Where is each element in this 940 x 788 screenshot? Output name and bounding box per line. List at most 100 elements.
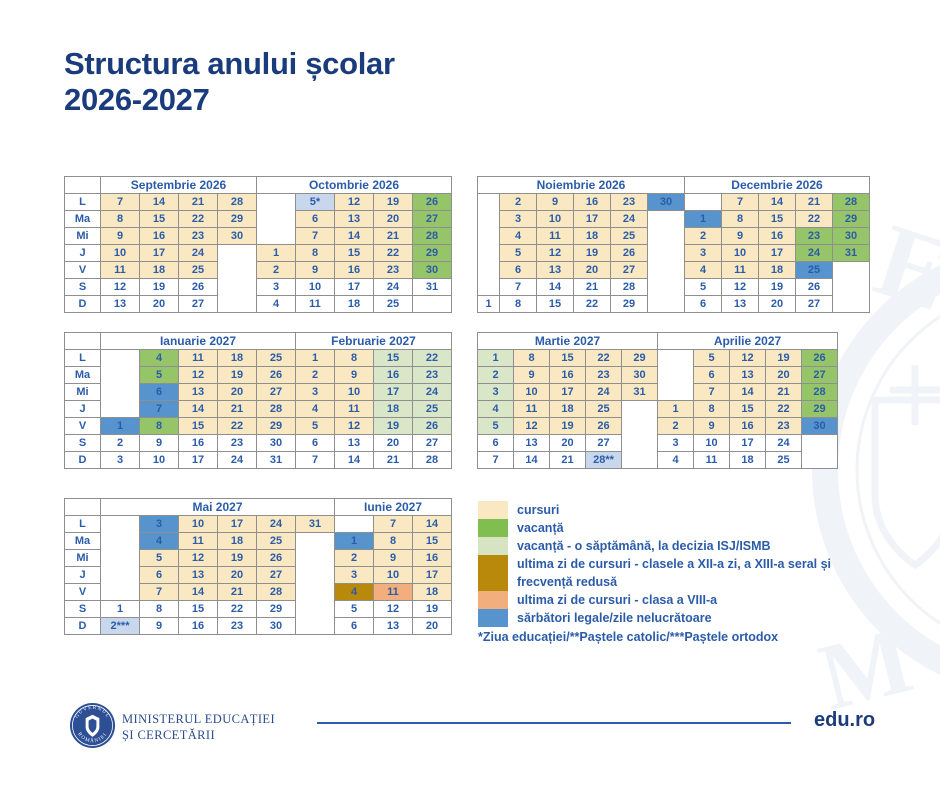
calendar-cell: 16: [178, 617, 218, 635]
calendar-cell: 1: [295, 349, 335, 367]
calendar-cell: 17: [412, 566, 452, 584]
legend-item: sărbători legale/zile nelucrătoare: [478, 609, 918, 627]
calendar-cell: 16: [412, 549, 452, 567]
calendar-cell: 22: [765, 400, 802, 418]
empty-cell: [621, 434, 658, 452]
empty-cell: [100, 583, 140, 601]
day-label: S: [64, 600, 101, 618]
calendar-cell: 3: [684, 244, 722, 262]
day-label: J: [64, 566, 101, 584]
calendar-cell: 12: [729, 349, 766, 367]
calendar-cell: 14: [412, 515, 452, 533]
empty-cell: [832, 295, 870, 313]
calendar-cell: 19: [573, 244, 611, 262]
calendar-cell: 25: [178, 261, 218, 279]
calendar-cell: 17: [758, 244, 796, 262]
calendar-cell: 8: [100, 210, 140, 228]
calendar-cell: 18: [758, 261, 796, 279]
calendar-cell: 30: [256, 434, 296, 452]
calendar-cell: 18: [373, 400, 413, 418]
calendar-cell: 21: [795, 193, 833, 211]
calendar-cell: 20: [412, 617, 452, 635]
calendar-cell: 16: [573, 193, 611, 211]
edu-ro-link[interactable]: edu.ro: [814, 709, 876, 731]
calendar-cell: 10: [334, 383, 374, 401]
calendar-cell: 12: [721, 278, 759, 296]
calendar-cell: 10: [178, 515, 218, 533]
calendar-cell: 3: [499, 210, 537, 228]
calendar-cell: 7: [100, 193, 140, 211]
calendar-cell: 25: [765, 451, 802, 469]
calendar-cell: 28**: [585, 451, 622, 469]
empty-cell: [477, 244, 500, 262]
calendar-cell: 17: [373, 383, 413, 401]
calendar-cell: 13: [178, 566, 218, 584]
legend-color-swatch: [478, 501, 508, 519]
calendar-cell: 4: [295, 400, 335, 418]
calendar-cell: 13: [513, 434, 550, 452]
calendar-cell: 9: [693, 417, 730, 435]
calendar-cell: 16: [178, 434, 218, 452]
calendar-cell: 6: [499, 261, 537, 279]
calendar-cell: 24: [585, 383, 622, 401]
calendar-cell: 7: [373, 515, 413, 533]
legend-item: vacanță: [478, 519, 918, 537]
calendar-cell: 12: [178, 366, 218, 384]
calendar-cell: 28: [801, 383, 838, 401]
legend-color-swatch: [478, 591, 508, 609]
calendar-cell: 11: [334, 400, 374, 418]
calendar-cell: 21: [217, 400, 257, 418]
corner-cell: [64, 332, 101, 350]
calendar-cell: 6: [295, 434, 335, 452]
empty-cell: [657, 349, 694, 367]
empty-cell: [647, 278, 685, 296]
legend-label: cursuri: [517, 503, 560, 517]
month-title: Iunie 2027: [334, 498, 452, 516]
calendar-cell: 12: [334, 417, 374, 435]
calendar-cell: 18: [412, 583, 452, 601]
calendar-cell: 22: [373, 244, 413, 262]
empty-cell: [477, 193, 500, 211]
calendar-cell: 29: [256, 600, 296, 618]
empty-cell: [621, 451, 658, 469]
calendar-cell: 7: [295, 451, 335, 469]
calendar-cell: 20: [549, 434, 586, 452]
calendar-cell: 1: [684, 210, 722, 228]
month-title: Mai 2027: [100, 498, 335, 516]
calendar-cell: 22: [412, 349, 452, 367]
calendar-cell: 19: [217, 549, 257, 567]
calendar-cell: 6: [684, 295, 722, 313]
empty-cell: [256, 193, 296, 211]
calendar-cell: 26: [256, 549, 296, 567]
calendar-cell: 7: [295, 227, 335, 245]
day-label: S: [64, 434, 101, 452]
calendar-cell: 22: [585, 349, 622, 367]
calendar-cell: 12: [513, 417, 550, 435]
calendar-cell: 21: [765, 383, 802, 401]
calendar-cell: 10: [721, 244, 759, 262]
calendar-cell: 18: [217, 349, 257, 367]
svg-text:E: E: [863, 201, 940, 334]
calendar-cell: 18: [334, 295, 374, 313]
calendar-cell: 11: [178, 349, 218, 367]
calendar-cell: 1: [100, 417, 140, 435]
calendar-cell: 30: [801, 417, 838, 435]
calendar-cell: 5: [693, 349, 730, 367]
page-title-line1: Structura anului școlar: [64, 46, 395, 81]
calendar-cell: 10: [693, 434, 730, 452]
day-label: J: [64, 400, 101, 418]
calendar-cell: 11: [100, 261, 140, 279]
page-title: Structura anului școlar 2026-2027: [64, 46, 395, 118]
calendar-cell: 24: [256, 515, 296, 533]
calendar-cell: 29: [801, 400, 838, 418]
calendar-cell: 4: [499, 227, 537, 245]
calendar-cell: 26: [178, 278, 218, 296]
empty-cell: [256, 227, 296, 245]
calendar-cell: 28: [412, 227, 452, 245]
empty-cell: [477, 261, 500, 279]
day-label: D: [64, 451, 101, 469]
calendar-cell: 26: [610, 244, 648, 262]
month-title: Martie 2027: [477, 332, 658, 350]
calendar-cell: 29: [621, 349, 658, 367]
empty-cell: [477, 227, 500, 245]
